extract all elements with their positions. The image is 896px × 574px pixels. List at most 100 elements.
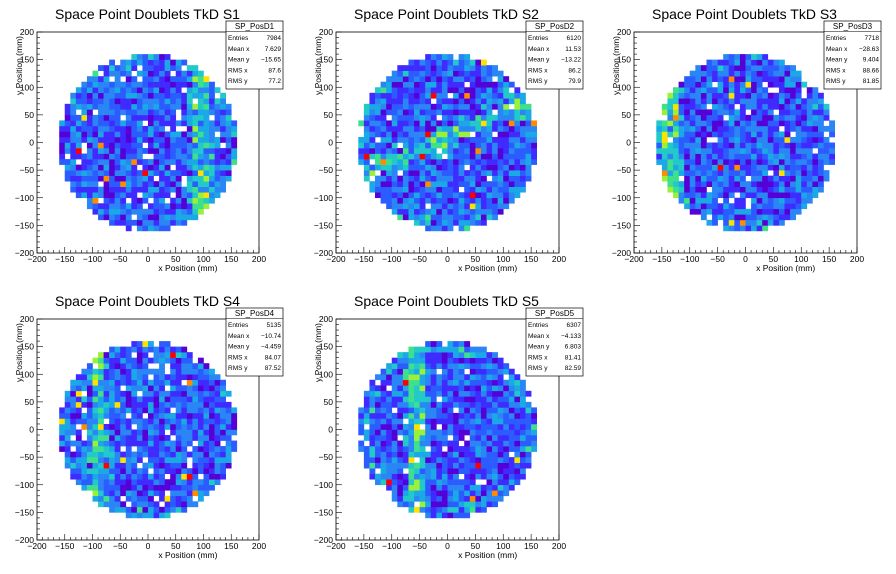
histogram-bin — [475, 87, 482, 94]
histogram-bin — [92, 70, 99, 77]
histogram-bin — [436, 81, 443, 88]
histogram-bin — [98, 125, 104, 132]
histogram-bin — [425, 357, 432, 364]
histogram-bin — [408, 407, 415, 414]
histogram-bin — [153, 208, 160, 215]
histogram-bin — [164, 379, 171, 386]
histogram-bin — [114, 87, 121, 94]
histogram-bin — [829, 120, 836, 127]
histogram-bin — [801, 153, 808, 160]
histogram-bin — [192, 142, 199, 149]
histogram-bin — [380, 468, 387, 474]
histogram-bin — [386, 175, 393, 182]
histogram-bin — [486, 197, 493, 204]
histogram-bin — [751, 136, 757, 143]
stats-value: 7.629 — [265, 46, 282, 53]
histogram-bin — [92, 131, 99, 138]
histogram-bin — [186, 76, 193, 83]
histogram-bin — [170, 148, 177, 154]
histogram-bin — [136, 501, 143, 508]
histogram-bin — [717, 70, 724, 77]
histogram-bin — [369, 109, 376, 116]
histogram-bin — [136, 98, 143, 105]
histogram-bin — [159, 98, 165, 105]
histogram-bin — [514, 131, 521, 138]
histogram-bin — [492, 81, 498, 88]
histogram-bin — [475, 76, 482, 83]
histogram-bin — [756, 65, 763, 71]
histogram-bin — [453, 468, 459, 474]
histogram-bin — [397, 76, 404, 83]
histogram-bin — [503, 175, 510, 182]
histogram-bin — [159, 423, 165, 430]
histogram-bin — [678, 170, 685, 176]
histogram-bin — [525, 159, 532, 165]
histogram-bin — [806, 87, 813, 94]
histogram-bin — [464, 214, 471, 221]
stats-box-frame — [823, 20, 882, 90]
histogram-bin — [480, 76, 487, 83]
histogram-bin — [125, 103, 132, 110]
histogram-bin — [81, 192, 88, 199]
histogram-bin — [197, 446, 204, 452]
histogram-bin — [430, 186, 437, 193]
histogram-bin — [75, 473, 82, 480]
histogram-bin — [170, 440, 177, 447]
histogram-bin — [192, 170, 199, 176]
histogram-bin — [695, 142, 702, 149]
histogram-bin — [159, 203, 165, 210]
histogram-bin — [131, 208, 138, 215]
histogram-bin — [497, 368, 504, 375]
histogram-bin — [453, 435, 459, 441]
histogram-bin — [114, 423, 121, 430]
histogram-bin — [441, 65, 448, 71]
y-tick-label: −200 — [15, 535, 34, 545]
histogram-bin — [790, 170, 796, 176]
histogram-bin — [148, 103, 154, 110]
histogram-bin — [103, 136, 110, 143]
histogram-bin — [153, 451, 160, 458]
histogram-bin — [773, 219, 780, 226]
histogram-bin — [447, 457, 454, 463]
histogram-bin — [131, 412, 138, 419]
histogram-bin — [103, 125, 110, 132]
histogram-bin — [64, 457, 71, 463]
histogram-bin — [419, 401, 426, 408]
histogram-bin — [695, 70, 702, 77]
histogram-bin — [109, 153, 115, 160]
histogram-bin — [480, 142, 487, 149]
histogram-bin — [480, 59, 487, 66]
histogram-bin — [712, 153, 718, 160]
histogram-bin — [98, 76, 104, 83]
histogram-bin — [363, 153, 370, 160]
histogram-bin — [684, 87, 691, 94]
histogram-bin — [469, 506, 476, 513]
y-tick-label: −150 — [15, 507, 34, 517]
histogram-bin — [153, 114, 160, 121]
histogram-bin — [103, 170, 110, 176]
histogram-bin — [125, 219, 132, 226]
histogram-bin — [125, 114, 132, 121]
histogram-bin — [508, 159, 515, 165]
histogram-bin — [408, 357, 415, 364]
y-axis-title: y Position (mm) — [313, 323, 323, 382]
histogram-bin — [197, 385, 204, 392]
histogram-bin — [795, 87, 802, 94]
histogram-bin — [441, 181, 448, 187]
histogram-bin — [430, 170, 437, 176]
histogram-bin — [739, 208, 746, 215]
histogram-bin — [98, 390, 104, 397]
histogram-bin — [70, 451, 77, 458]
histogram-bin — [475, 346, 482, 353]
histogram-bin — [114, 148, 121, 154]
histogram-bin — [98, 92, 104, 99]
histogram-bin — [447, 396, 454, 403]
histogram-bin — [164, 81, 171, 88]
histogram-bin — [114, 120, 121, 127]
histogram-bin — [425, 142, 432, 149]
histogram-bin — [480, 125, 487, 132]
histogram-bin — [447, 186, 454, 193]
histogram-bin — [397, 501, 404, 508]
histogram-bin — [231, 407, 238, 414]
histogram-bin — [503, 136, 510, 143]
